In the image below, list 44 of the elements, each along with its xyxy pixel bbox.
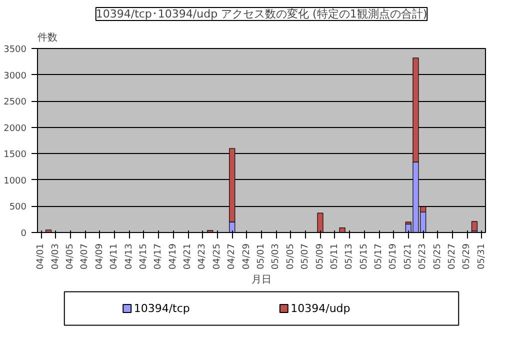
x-tick-label: 05/21 — [403, 244, 414, 270]
x-tick-label: 04/17 — [154, 244, 164, 270]
x-tick-label: 04/13 — [124, 244, 134, 270]
x-tick-label: 05/09 — [315, 243, 326, 270]
x-tick-label: 04/29 — [242, 243, 252, 270]
x-tick-label: 05/19 — [388, 243, 399, 270]
x-tick-label: 05/31 — [476, 244, 487, 270]
x-tick-label: 04/11 — [110, 244, 120, 270]
x-tick-label: 05/01 — [256, 244, 266, 270]
legend-label: 10394/udp — [290, 302, 350, 315]
x-tick-label: 04/07 — [80, 244, 90, 270]
y-tick-label: 3500 — [4, 45, 27, 55]
x-tick-label: 05/23 — [418, 244, 428, 270]
x-tick-label: 05/27 — [447, 244, 458, 270]
x-tick-label: 04/01 — [36, 244, 46, 270]
x-axis-title: 月日 — [252, 274, 272, 286]
y-tick-label: 0 — [20, 229, 27, 239]
y-axis-title: 件数 — [38, 32, 58, 44]
x-tick-label: 04/15 — [138, 244, 149, 270]
x-tick-label: 04/19 — [168, 243, 178, 270]
y-tick-label: 1500 — [4, 150, 27, 160]
x-tick-label: 04/09 — [94, 243, 105, 270]
x-tick-label: 05/29 — [462, 243, 472, 270]
y-tick-label: 1000 — [4, 176, 27, 186]
x-tick-label: 05/07 — [300, 244, 311, 270]
x-tick-label: 05/05 — [286, 244, 296, 270]
y-tick-label: 2000 — [4, 124, 27, 134]
x-tick-label: 04/25 — [212, 244, 222, 270]
chart-title: 10394/tcp･10394/udp アクセス数の変化 (特定の1観測点の合計) — [96, 8, 428, 20]
legend-label: 10394/tcp — [134, 302, 190, 315]
x-tick-label: 05/13 — [344, 244, 355, 270]
x-tick-label: 05/11 — [330, 244, 340, 270]
x-tick-label: 04/05 — [66, 244, 76, 270]
x-tick-label: 05/25 — [432, 244, 443, 270]
x-tick-label: 04/27 — [227, 244, 238, 270]
x-tick-label: 05/03 — [271, 244, 282, 270]
x-tick-label: 04/03 — [50, 244, 61, 270]
y-tick-label: 3000 — [4, 71, 27, 82]
y-tick-label: 500 — [9, 202, 27, 213]
x-tick-label: 04/21 — [183, 244, 194, 270]
x-tick-label: 04/23 — [198, 244, 208, 270]
x-tick-label: 05/15 — [359, 244, 370, 270]
y-tick-label: 2500 — [4, 98, 27, 108]
x-tick-label: 05/17 — [374, 244, 384, 270]
